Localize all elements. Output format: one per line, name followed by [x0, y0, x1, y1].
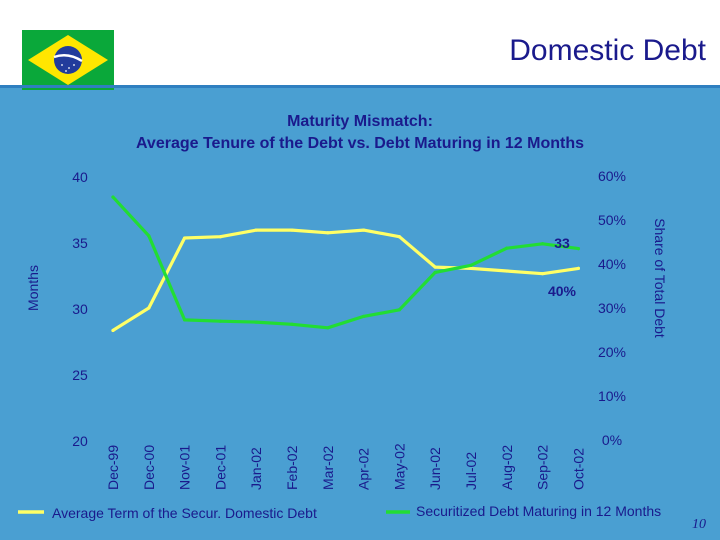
series-point	[254, 228, 258, 232]
series-point	[218, 235, 222, 239]
series-point	[505, 269, 509, 273]
x-tick-label: Dec-99	[105, 445, 121, 490]
series-point	[469, 263, 473, 267]
left-axis-tick: 35	[72, 235, 88, 251]
series-point	[541, 242, 545, 246]
x-tick-label: Mar-02	[320, 445, 336, 490]
x-tick-label: Dec-00	[141, 445, 157, 490]
brazil-flag-logo	[22, 30, 114, 90]
left-axis-tick: 20	[72, 433, 88, 449]
right-axis-tick: 0%	[602, 432, 622, 448]
series-point	[290, 228, 294, 232]
series-point	[326, 231, 330, 235]
series-point	[397, 235, 401, 239]
x-tick-label: Jul-02	[463, 452, 479, 490]
x-tick-label: May-02	[391, 443, 407, 490]
right-axis-tick: 60%	[598, 168, 626, 184]
left-axis-title: Months	[25, 265, 41, 311]
series-point	[541, 272, 545, 276]
right-axis-tick: 30%	[598, 300, 626, 316]
chart-title: Maturity Mismatch:	[287, 113, 433, 130]
page-number: 10	[692, 517, 706, 532]
x-tick-label: Feb-02	[284, 445, 300, 490]
series-line	[111, 228, 581, 332]
header-bar: Domestic Debt	[0, 0, 720, 90]
left-axis-tick: 40	[72, 169, 88, 185]
series-point	[469, 266, 473, 270]
data-label: 40%	[548, 283, 577, 299]
series-point	[576, 247, 581, 251]
x-tick-label: Dec-01	[212, 445, 228, 490]
series-point	[362, 314, 366, 318]
series-point	[111, 328, 115, 333]
series-line	[111, 195, 581, 330]
legend-label: Average Term of the Secur. Domestic Debt	[52, 505, 317, 521]
right-axis-tick: 10%	[598, 388, 626, 404]
x-tick-label: Nov-01	[177, 445, 193, 490]
right-axis-tick: 40%	[598, 256, 626, 272]
x-tick-label: Jan-02	[248, 447, 264, 490]
x-tick-label: Apr-02	[356, 448, 372, 490]
series-point	[147, 306, 151, 310]
x-tick-label: Sep-02	[535, 445, 551, 490]
left-axis-tick: 25	[72, 367, 88, 383]
data-label: 33	[554, 235, 570, 251]
series-point	[397, 308, 401, 312]
chart-subtitle: Average Tenure of the Debt vs. Debt Matu…	[135, 135, 585, 152]
series-point	[254, 320, 258, 324]
series-point	[147, 234, 151, 238]
series-point	[183, 318, 187, 322]
x-tick-label: Jun-02	[427, 447, 443, 490]
right-axis-tick: 20%	[598, 344, 626, 360]
right-axis-title: Share of Total Debt	[652, 218, 668, 338]
x-tick-label: Oct-02	[570, 448, 586, 490]
series-point	[111, 195, 115, 199]
series-point	[218, 319, 222, 323]
series-point	[433, 270, 437, 274]
series-point	[576, 266, 581, 270]
series-point	[505, 246, 509, 250]
series-point	[290, 322, 294, 326]
right-axis-tick: 50%	[598, 212, 626, 228]
legend-label: Securitized Debt Maturing in 12 Months	[416, 503, 661, 519]
series-point	[326, 326, 330, 330]
page-title: Domestic Debt	[509, 34, 706, 67]
series-point	[183, 236, 187, 240]
series-point	[362, 228, 366, 232]
left-axis-tick: 30	[72, 301, 88, 317]
series-point	[433, 265, 437, 269]
x-tick-label: Aug-02	[499, 445, 515, 490]
